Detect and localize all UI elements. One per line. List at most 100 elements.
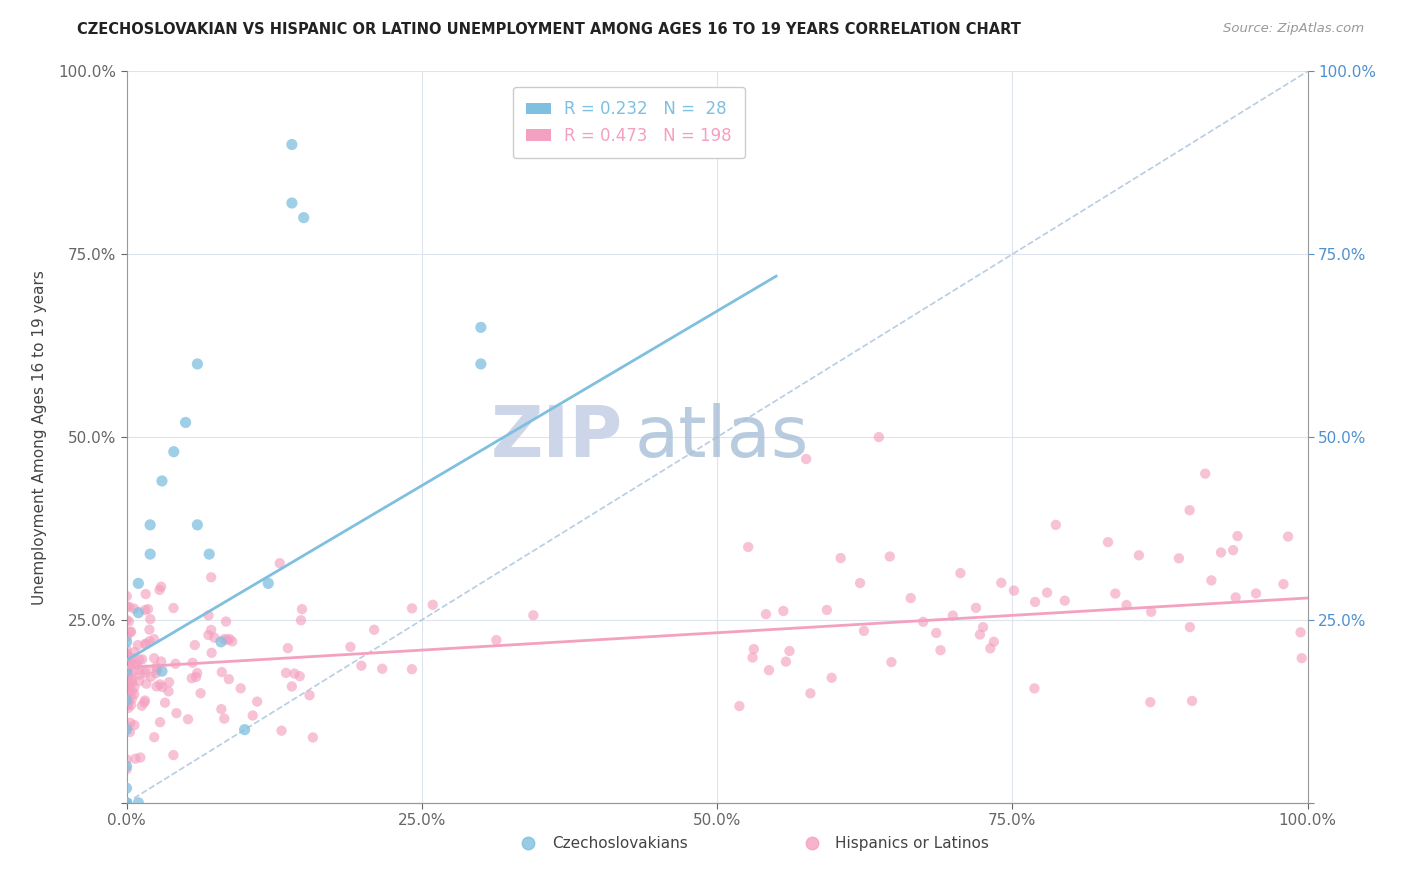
- Point: [118, 599, 141, 614]
- Point: [485, 633, 508, 648]
- Point: [124, 718, 146, 732]
- Point: [1045, 517, 1067, 532]
- Point: [115, 599, 138, 614]
- Point: [371, 662, 394, 676]
- Point: [150, 654, 173, 668]
- Point: [815, 603, 838, 617]
- Point: [118, 684, 141, 698]
- Point: [128, 653, 150, 667]
- Point: [152, 680, 174, 694]
- Point: [799, 686, 821, 700]
- Point: [849, 576, 872, 591]
- Point: [127, 796, 149, 810]
- Point: [128, 674, 150, 689]
- Point: [127, 576, 149, 591]
- Point: [120, 624, 142, 639]
- Point: [830, 551, 852, 566]
- Point: [972, 620, 994, 634]
- Point: [115, 691, 138, 706]
- Point: [174, 416, 197, 430]
- Point: [134, 637, 156, 651]
- Point: [138, 634, 160, 648]
- Point: [292, 211, 315, 225]
- Point: [281, 196, 304, 211]
- Point: [186, 517, 208, 532]
- Point: [145, 666, 167, 681]
- Point: [879, 549, 901, 564]
- Text: Source: ZipAtlas.com: Source: ZipAtlas.com: [1223, 22, 1364, 36]
- Point: [127, 638, 149, 652]
- Point: [150, 474, 173, 488]
- Point: [153, 696, 176, 710]
- Point: [229, 681, 252, 696]
- Point: [302, 731, 325, 745]
- Point: [221, 634, 243, 648]
- Point: [122, 601, 145, 615]
- Text: CZECHOSLOVAKIAN VS HISPANIC OR LATINO UNEMPLOYMENT AMONG AGES 16 TO 19 YEARS COR: CZECHOSLOVAKIAN VS HISPANIC OR LATINO UN…: [77, 22, 1021, 37]
- Point: [1140, 605, 1163, 619]
- Point: [128, 663, 150, 677]
- Point: [1002, 583, 1025, 598]
- Point: [209, 635, 232, 649]
- Point: [149, 677, 172, 691]
- Point: [117, 660, 139, 674]
- Point: [401, 662, 423, 676]
- Point: [117, 698, 139, 712]
- Point: [150, 664, 173, 678]
- Point: [218, 632, 240, 646]
- Point: [1222, 543, 1244, 558]
- Point: [1277, 530, 1299, 544]
- Point: [184, 670, 207, 684]
- Y-axis label: Unemployment Among Ages 16 to 19 years: Unemployment Among Ages 16 to 19 years: [32, 269, 46, 605]
- Point: [288, 669, 311, 683]
- Point: [165, 657, 187, 671]
- Point: [115, 635, 138, 649]
- Point: [470, 320, 492, 334]
- Point: [742, 642, 765, 657]
- Point: [118, 677, 141, 691]
- Point: [139, 517, 162, 532]
- Point: [120, 715, 142, 730]
- Point: [257, 576, 280, 591]
- Point: [117, 668, 139, 682]
- Point: [214, 712, 236, 726]
- Point: [120, 667, 142, 681]
- Point: [1226, 529, 1249, 543]
- Point: [139, 547, 162, 561]
- Point: [965, 600, 987, 615]
- Point: [117, 701, 139, 715]
- Point: [942, 608, 965, 623]
- Point: [270, 723, 292, 738]
- Point: [186, 357, 208, 371]
- Point: [143, 651, 166, 665]
- Point: [149, 715, 172, 730]
- Point: [115, 589, 138, 603]
- Point: [115, 694, 138, 708]
- Point: [148, 582, 170, 597]
- Point: [146, 663, 169, 677]
- Point: [115, 681, 138, 696]
- Point: [134, 693, 156, 707]
- Point: [1053, 593, 1076, 607]
- Point: [121, 675, 143, 690]
- Point: [190, 686, 212, 700]
- Point: [291, 602, 314, 616]
- Point: [136, 602, 159, 616]
- Legend: R = 0.232   N =  28, R = 0.473   N = 198: R = 0.232 N = 28, R = 0.473 N = 198: [513, 87, 745, 158]
- Point: [522, 608, 544, 623]
- Point: [741, 650, 763, 665]
- Point: [969, 627, 991, 641]
- Point: [117, 698, 139, 712]
- Point: [912, 615, 935, 629]
- Point: [298, 688, 321, 702]
- Point: [983, 634, 1005, 648]
- Point: [880, 655, 903, 669]
- Point: [122, 681, 145, 695]
- Point: [990, 575, 1012, 590]
- Point: [115, 642, 138, 657]
- Point: [115, 686, 138, 700]
- Point: [135, 587, 157, 601]
- Point: [1167, 551, 1189, 566]
- Point: [120, 655, 142, 669]
- Point: [118, 657, 141, 672]
